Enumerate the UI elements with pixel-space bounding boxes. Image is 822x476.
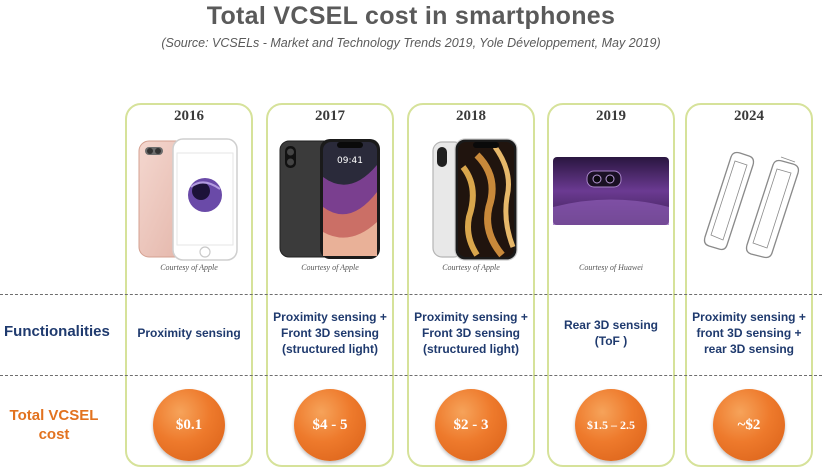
row-divider-bottom xyxy=(0,375,822,376)
cost-circle: $4 - 5 xyxy=(294,389,366,461)
year-label: 2018 xyxy=(456,108,486,124)
cost-circle: $1.5 – 2.5 xyxy=(575,389,647,461)
huawei-rear-camera-image xyxy=(553,157,669,225)
page-subtitle: (Source: VCSELs - Market and Technology … xyxy=(161,36,661,50)
functionalities-row-label: Functionalities xyxy=(4,323,110,340)
phone-sketch-image xyxy=(703,151,800,259)
year-label: 2017 xyxy=(315,108,345,124)
svg-text:09:41: 09:41 xyxy=(337,156,363,166)
total-cost-row-label: Total VCSEL cost xyxy=(9,407,99,443)
functionality-text: Proximity sensing + Front 3D sensing (st… xyxy=(414,310,528,356)
page-title: Total VCSEL cost in smartphones xyxy=(206,2,616,30)
cost-circle: ~$2 xyxy=(713,389,785,461)
year-label: 2024 xyxy=(734,108,764,124)
functionality-text: Rear 3D sensing (ToF ) xyxy=(563,318,659,348)
row-divider-top xyxy=(0,294,822,295)
image-credit: Courtesy of Apple xyxy=(301,263,359,272)
iphone-xs-image xyxy=(432,138,518,261)
year-label: 2016 xyxy=(174,108,204,124)
functionality-text: Proximity sensing xyxy=(137,326,241,340)
iphone-x-image: 09:41 xyxy=(279,139,380,259)
iphone-7-plus-image xyxy=(138,138,238,261)
functionality-text: Proximity sensing + front 3D sensing + r… xyxy=(692,310,806,356)
cost-circle: $2 - 3 xyxy=(435,389,507,461)
year-label: 2019 xyxy=(596,108,626,124)
image-credit: Courtesy of Huawei xyxy=(579,263,643,272)
functionality-text: Proximity sensing + Front 3D sensing (st… xyxy=(273,310,387,356)
image-credit: Courtesy of Apple xyxy=(160,263,218,272)
image-credit: Courtesy of Apple xyxy=(442,263,500,272)
cost-circle: $0.1 xyxy=(153,389,225,461)
